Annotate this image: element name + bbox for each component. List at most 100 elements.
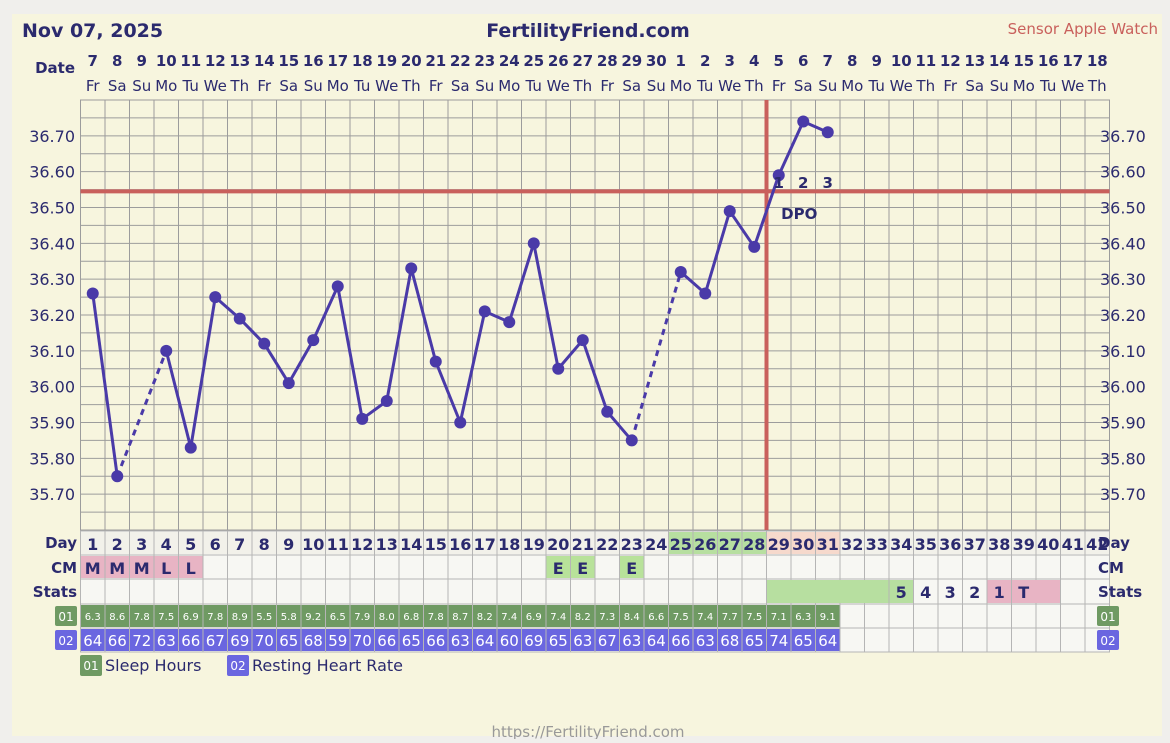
heart-rate-value: 64 <box>818 632 837 650</box>
heart-rate-value: 70 <box>255 632 274 650</box>
y-tick-label-right: 36.10 <box>1100 342 1146 361</box>
sleep-badge-left-bg <box>55 606 77 626</box>
sleep-cell <box>154 605 178 627</box>
heart-rate-value: 63 <box>573 632 592 650</box>
date-label: 13 <box>229 52 250 70</box>
weekday-label: Th <box>229 77 249 95</box>
sleep-value: 9.1 <box>820 612 836 623</box>
sleep-value: 8.9 <box>232 612 248 623</box>
y-tick-label-left: 36.10 <box>29 342 75 361</box>
site-title: FertilityFriend.com <box>486 20 690 42</box>
weekday-label: Mo <box>155 77 177 95</box>
dpo-label: DPO <box>781 205 817 223</box>
y-tick-label-right: 35.80 <box>1100 449 1146 468</box>
sleep-value: 6.8 <box>403 612 419 623</box>
weekday-label: We <box>718 77 741 95</box>
date-label: 14 <box>989 52 1010 70</box>
heart-rate-cell <box>473 629 497 651</box>
date-label: 8 <box>112 52 122 70</box>
heart-rate-value: 69 <box>230 632 249 650</box>
date-label: 15 <box>1013 52 1034 70</box>
date-row-label: Date <box>35 59 75 77</box>
heart-rate-value: 67 <box>206 632 225 650</box>
heart-rate-cell <box>693 629 717 651</box>
date-label: 19 <box>376 52 397 70</box>
footer-url[interactable]: https://FertilityFriend.com <box>491 723 684 741</box>
temperature-point <box>699 287 712 300</box>
weekday-label: Fr <box>86 77 101 95</box>
heart-rate-value: 66 <box>426 632 445 650</box>
day-number: 3 <box>136 535 147 554</box>
heart-rate-value: 63 <box>157 632 176 650</box>
sleep-cell <box>179 605 203 627</box>
heart-rate-value: 69 <box>524 632 543 650</box>
cm-code: E <box>626 559 637 578</box>
day-number: 5 <box>185 535 196 554</box>
day-cell <box>277 532 301 554</box>
sleep-cell <box>105 605 129 627</box>
weekday-label: Th <box>572 77 592 95</box>
heart-rate-value: 60 <box>500 632 519 650</box>
weekday-label: Fr <box>257 77 272 95</box>
y-tick-label-right: 36.60 <box>1100 163 1146 182</box>
legend-swatch-2 <box>227 655 249 676</box>
heart-rate-value: 68 <box>304 632 323 650</box>
sleep-cell <box>693 605 717 627</box>
day-cell <box>963 532 987 554</box>
heart-rate-cell <box>571 629 595 651</box>
weekday-label: Sa <box>965 77 984 95</box>
day-number: 35 <box>915 535 937 554</box>
y-tick-label-right: 36.40 <box>1100 234 1146 253</box>
heart-rate-cell <box>228 629 252 651</box>
sleep-cell <box>277 605 301 627</box>
temperature-point <box>380 395 393 407</box>
date-label: 10 <box>891 52 912 70</box>
heart-rate-value: 65 <box>745 632 764 650</box>
heart-rate-value: 68 <box>720 632 739 650</box>
heart-rate-value: 66 <box>108 632 127 650</box>
heart-rate-cell <box>718 629 742 651</box>
heart-rate-cell <box>448 629 472 651</box>
sleep-value: 7.4 <box>501 612 517 623</box>
cm-cell <box>179 556 203 578</box>
weekday-label: Su <box>304 77 323 95</box>
date-label: 29 <box>621 52 642 70</box>
date-label: 24 <box>499 52 520 70</box>
stats-test-cell <box>1012 580 1060 603</box>
cm-cell <box>81 556 105 578</box>
heart-rate-value: 74 <box>769 632 788 650</box>
day-cell <box>644 532 668 554</box>
heart-rate-value: 66 <box>377 632 396 650</box>
weekday-label: Tu <box>353 77 370 95</box>
weekday-label: Tu <box>868 77 885 95</box>
day-cell <box>81 532 105 554</box>
y-tick-label-left: 36.50 <box>29 199 75 218</box>
cm-code: E <box>577 559 588 578</box>
date-label: 2 <box>700 52 710 70</box>
dpo-number: 2 <box>798 174 808 192</box>
day-cell <box>1012 532 1036 554</box>
date-label: 28 <box>597 52 618 70</box>
series-segment <box>557 339 584 370</box>
sleep-cell <box>742 605 766 627</box>
weekday-label: We <box>204 77 227 95</box>
date-label: 7 <box>823 52 833 70</box>
y-tick-label-right: 36.20 <box>1100 306 1146 325</box>
sleep-value: 7.5 <box>746 612 762 623</box>
weekday-label: Fr <box>772 77 787 95</box>
series-segment <box>728 210 756 248</box>
date-label: 30 <box>646 52 667 70</box>
y-tick-label-left: 36.60 <box>29 163 75 182</box>
day-number: 20 <box>547 535 569 554</box>
day-cell <box>522 532 546 554</box>
day-number: 27 <box>719 535 741 554</box>
stats-countdown: 5 <box>896 583 907 602</box>
day-number: 6 <box>210 535 221 554</box>
temperature-point <box>233 312 246 325</box>
day-number: 24 <box>645 535 667 554</box>
legend-code: 01 <box>83 659 98 673</box>
day-cell <box>571 532 595 554</box>
series-segment-dashed <box>115 350 168 477</box>
series-segment <box>164 350 193 448</box>
